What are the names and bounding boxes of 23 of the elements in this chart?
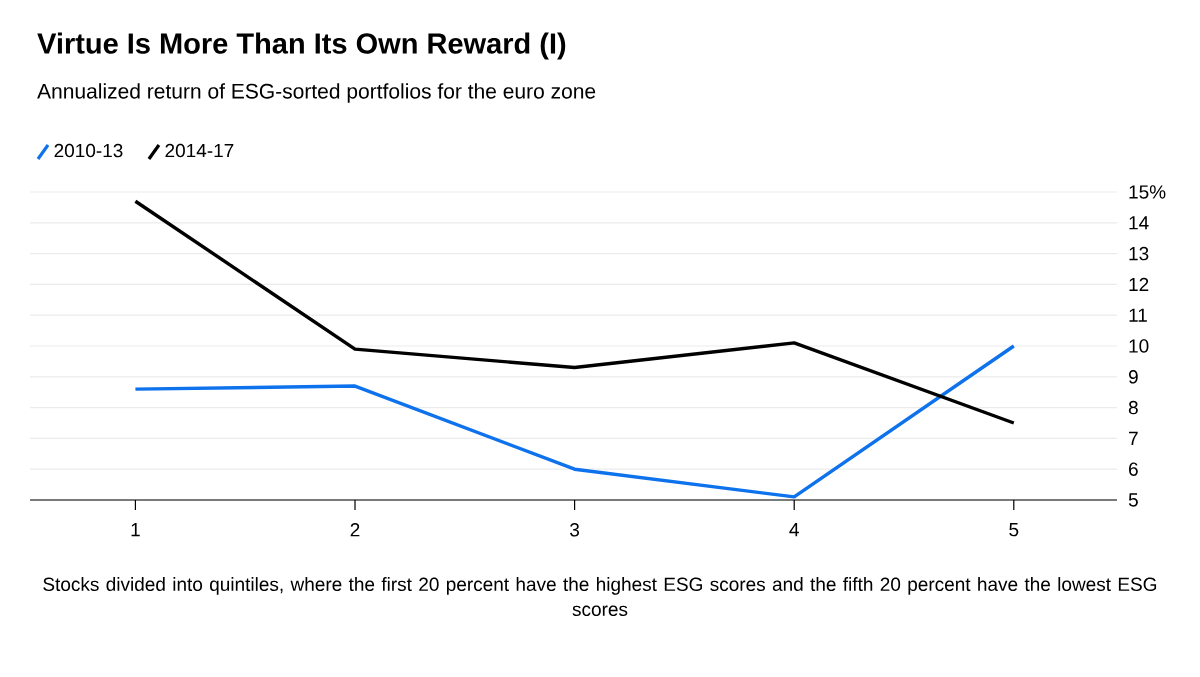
- line-series: [133, 344, 1016, 499]
- y-tick-label: 10: [1129, 339, 1149, 353]
- y-tick-label: 8: [1128, 400, 1138, 415]
- legend-label: 2014-17: [165, 143, 234, 158]
- x-tick-label: 4: [789, 523, 799, 537]
- line-series: [133, 199, 1016, 425]
- x-tick-label: 2: [350, 523, 360, 537]
- chart-subtitle: Annualized return of ESG-sorted portfolios for the euro zone: [37, 83, 596, 103]
- chart-title: Virtue Is More Than Its Own Reward (I): [37, 32, 566, 60]
- legend-label: 2010-13: [54, 143, 123, 158]
- y-tick-label: 14: [1129, 216, 1149, 230]
- y-tick-label: 15%: [1129, 185, 1166, 199]
- y-tick-label: 12: [1129, 277, 1149, 292]
- y-tick-label: 11: [1129, 308, 1147, 322]
- y-tick-label: 5: [1128, 493, 1138, 507]
- text: Stocks divided into quintiles, where the first 20 percent have the highest ESG scores and the fifth 20 percent have the lowest ESG scores: [43, 577, 1157, 617]
- y-tick-label: 9: [1128, 370, 1138, 384]
- x-tick-label: 5: [1009, 523, 1019, 537]
- y-tick-label: 7: [1129, 431, 1138, 445]
- x-tick-label: 1: [131, 523, 140, 537]
- y-tick-label: 13: [1129, 246, 1149, 261]
- x-tick-label: 3: [570, 523, 580, 537]
- y-tick-label: 6: [1129, 462, 1138, 476]
